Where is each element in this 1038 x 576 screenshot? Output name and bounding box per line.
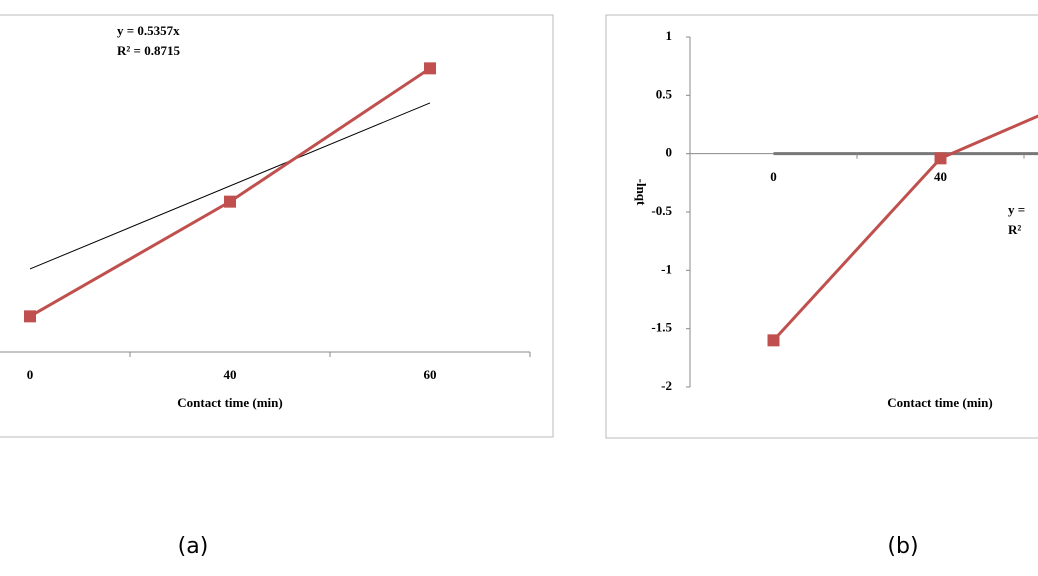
data-point bbox=[424, 62, 436, 75]
y-tick-label: -2 bbox=[661, 378, 672, 393]
x-tick-label: 40 bbox=[934, 169, 947, 184]
y-tick-label: -0.5 bbox=[651, 203, 672, 218]
trendline-r2: R² = 0.8715 bbox=[117, 43, 180, 58]
x-axis-label: Contact time (min) bbox=[177, 395, 282, 410]
trendline bbox=[29, 102, 431, 270]
caption: (b) bbox=[887, 534, 918, 559]
trendline-equation: y = bbox=[1008, 202, 1025, 217]
x-tick-label: 0 bbox=[27, 367, 34, 382]
panel-frame bbox=[605, 14, 1038, 439]
data-point bbox=[24, 310, 36, 323]
x-tick-label: 60 bbox=[424, 367, 437, 382]
y-tick-label: 0.5 bbox=[656, 86, 673, 101]
trendline-equation: y = 0.5357x bbox=[117, 23, 180, 38]
y-axis-label: -lnqt bbox=[634, 179, 649, 206]
x-axis-label: Contact time (min) bbox=[887, 395, 992, 410]
y-tick-label: -1.5 bbox=[651, 320, 672, 335]
data-point bbox=[934, 152, 947, 165]
y-tick-label: -1 bbox=[661, 261, 672, 276]
y-tick-label: 0 bbox=[666, 145, 673, 160]
trendline-r2: R² bbox=[1008, 222, 1021, 237]
caption: (a) bbox=[178, 534, 209, 559]
y-tick-label: 1 bbox=[666, 28, 673, 43]
x-tick-label: 0 bbox=[770, 169, 777, 184]
panel-frame bbox=[0, 14, 554, 438]
data-point bbox=[767, 334, 780, 347]
data-point bbox=[224, 195, 236, 208]
x-tick-label: 40 bbox=[224, 367, 237, 382]
